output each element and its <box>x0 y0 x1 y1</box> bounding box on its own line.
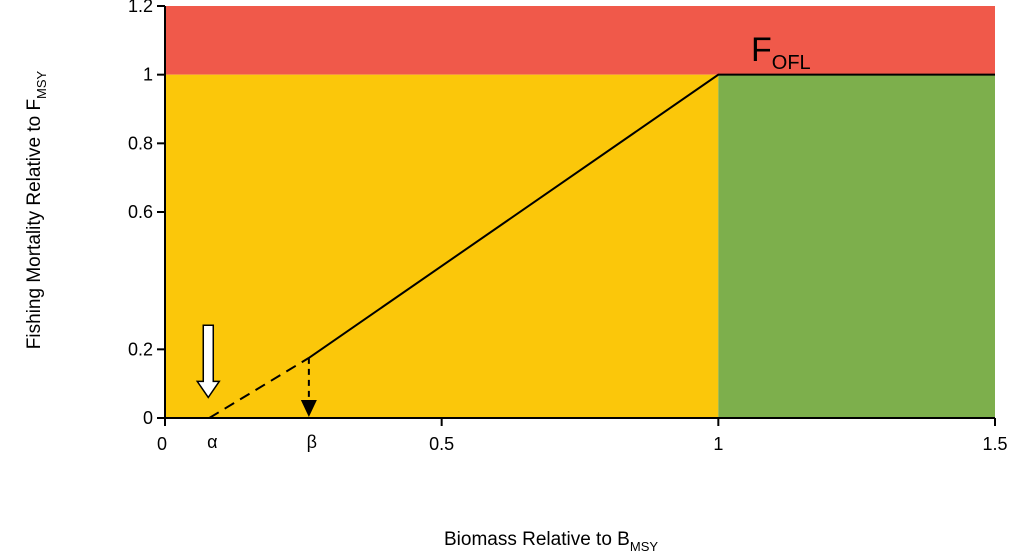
series-dashed-line <box>208 357 310 419</box>
x-axis-title: Biomass Relative to BMSY <box>444 529 658 554</box>
y-tick-label: 1.2 <box>128 0 153 16</box>
control-rule-lines <box>208 73 995 419</box>
y-tick-label: 0.2 <box>128 339 153 359</box>
f-ofl-subscript: OFL <box>772 52 811 74</box>
y-tick-label: 0 <box>143 408 153 428</box>
zone-regions <box>165 6 995 419</box>
x-tick-label: 1 <box>713 434 723 454</box>
y-axis-title: Fishing Mortality Relative to FMSY <box>24 70 49 349</box>
beta-tick-label: β <box>307 432 317 452</box>
alpha-tick-label: α <box>207 432 217 452</box>
alpha-down-arrow-icon <box>195 324 221 399</box>
region-caution <box>165 74 719 419</box>
f-ofl-label: FOFL <box>751 31 811 74</box>
x-tick-label: 0 <box>157 434 167 454</box>
x-tick-label: 0.5 <box>429 434 454 454</box>
tick-labels: 0 0.2 0.6 0.8 1 1.2 0 0.5 1 1.5 α β <box>128 0 1008 454</box>
series-solid-line <box>308 73 995 359</box>
f-ofl-main: F <box>751 31 772 69</box>
y-tick-label: 0.8 <box>128 133 153 153</box>
y-tick-label: 0.6 <box>128 202 153 222</box>
x-tick-label: 1.5 <box>982 434 1007 454</box>
beta-down-arrow-icon <box>300 400 317 417</box>
axes <box>157 5 996 426</box>
region-overfishing <box>165 6 995 75</box>
region-healthy <box>718 74 995 419</box>
annotations: FOFL <box>195 31 811 417</box>
y-tick-label: 1 <box>143 65 153 85</box>
